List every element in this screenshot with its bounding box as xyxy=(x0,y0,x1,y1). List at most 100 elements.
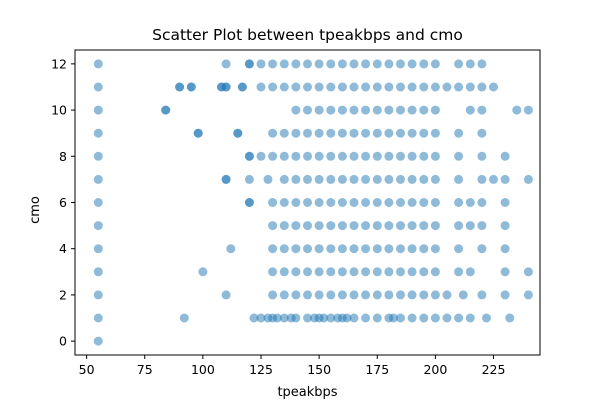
scatter-point-90 xyxy=(396,267,405,277)
scatter-point-272 xyxy=(372,59,382,69)
scatter-point-134 xyxy=(500,221,510,231)
scatter-point-97 xyxy=(523,267,533,277)
scatter-point-220 xyxy=(326,105,336,115)
scatter-point-49 xyxy=(389,313,398,323)
scatter-point-280 xyxy=(477,59,487,69)
scatter-point-187 xyxy=(361,151,371,161)
scatter-point-58 xyxy=(505,313,515,323)
scatter-point-76 xyxy=(477,290,487,300)
scatter-point-190 xyxy=(396,151,405,161)
scatter-point-119 xyxy=(303,221,312,231)
scatter-point-250 xyxy=(384,82,394,92)
scatter-point-234 xyxy=(175,82,185,92)
scatter-point-147 xyxy=(396,198,405,207)
scatter-point-228 xyxy=(419,105,429,115)
scatter-point-155 xyxy=(221,174,231,184)
scatter-point-238 xyxy=(237,82,247,92)
scatter-point-92 xyxy=(419,267,429,277)
scatter-point-31 xyxy=(249,313,259,323)
scatter-point-240 xyxy=(268,82,278,92)
scatter-point-173 xyxy=(477,174,487,184)
scatter-point-233 xyxy=(523,105,533,115)
scatter-point-60 xyxy=(279,290,289,300)
scatter-point-222 xyxy=(349,105,359,115)
scatter-point-108 xyxy=(384,244,394,254)
scatter-point-214 xyxy=(454,128,464,138)
scatter-point-55 xyxy=(454,313,464,323)
scatter-point-10 xyxy=(93,105,103,115)
scatter-point-243 xyxy=(303,82,312,92)
scatter-point-3 xyxy=(93,267,103,277)
scatter-point-163 xyxy=(337,174,347,184)
scatter-point-100 xyxy=(291,244,301,254)
x-tick-label: 75 xyxy=(137,362,153,377)
scatter-point-177 xyxy=(244,151,254,161)
scatter-point-221 xyxy=(337,105,347,115)
scatter-point-117 xyxy=(279,221,289,231)
scatter-point-51 xyxy=(407,313,417,323)
scatter-point-264 xyxy=(279,59,289,69)
scatter-point-256 xyxy=(454,82,464,92)
scatter-point-217 xyxy=(291,105,301,115)
scatter-point-253 xyxy=(419,82,429,92)
scatter-point-174 xyxy=(489,174,498,184)
scatter-point-255 xyxy=(442,82,452,92)
scatter-point-209 xyxy=(384,128,394,138)
scatter-point-208 xyxy=(372,128,382,138)
scatter-point-153 xyxy=(477,198,487,207)
scatter-point-268 xyxy=(326,59,336,69)
scatter-point-63 xyxy=(314,290,324,300)
scatter-point-99 xyxy=(279,244,289,254)
scatter-point-93 xyxy=(430,267,440,277)
scatter-point-11 xyxy=(93,82,103,92)
scatter-point-9 xyxy=(93,128,103,138)
scatter-point-266 xyxy=(303,59,312,69)
scatter-point-260 xyxy=(221,59,231,69)
scatter-point-206 xyxy=(349,128,359,138)
scatter-point-216 xyxy=(161,105,171,115)
scatter-point-215 xyxy=(477,128,487,138)
scatter-point-101 xyxy=(303,244,312,254)
scatter-point-277 xyxy=(430,59,440,69)
scatter-point-227 xyxy=(407,105,417,115)
scatter-point-105 xyxy=(349,244,359,254)
x-tick-label: 125 xyxy=(249,362,273,377)
scatter-point-267 xyxy=(314,59,324,69)
scatter-point-0 xyxy=(93,336,103,346)
scatter-point-7 xyxy=(93,174,103,184)
scatter-point-159 xyxy=(291,174,301,184)
x-tick-label: 100 xyxy=(191,362,215,377)
scatter-point-204 xyxy=(326,128,336,138)
y-tick-label: 4 xyxy=(59,241,67,256)
scatter-point-98 xyxy=(268,244,278,254)
scatter-point-106 xyxy=(361,244,371,254)
scatter-point-149 xyxy=(419,198,429,207)
scatter-point-172 xyxy=(454,174,464,184)
scatter-point-167 xyxy=(384,174,394,184)
scatter-point-246 xyxy=(337,82,347,92)
scatter-point-110 xyxy=(407,244,417,254)
scatter-point-202 xyxy=(303,128,312,138)
scatter-point-263 xyxy=(268,59,278,69)
scatter-point-81 xyxy=(291,267,301,277)
scatter-point-232 xyxy=(512,105,522,115)
y-tick-label: 12 xyxy=(51,56,67,71)
scatter-point-146 xyxy=(384,198,394,207)
scatter-point-210 xyxy=(396,128,405,138)
scatter-point-251 xyxy=(396,82,405,92)
scatter-point-96 xyxy=(500,267,510,277)
scatter-point-13 xyxy=(179,313,189,323)
scatter-point-194 xyxy=(454,151,464,161)
scatter-point-169 xyxy=(407,174,417,184)
scatter-point-79 xyxy=(268,267,278,277)
scatter-point-223 xyxy=(361,105,371,115)
scatter-point-258 xyxy=(477,82,487,92)
scatter-point-84 xyxy=(326,267,336,277)
scatter-point-89 xyxy=(384,267,394,277)
x-axis-label: tpeakbps xyxy=(277,385,337,400)
scatter-point-124 xyxy=(361,221,371,231)
scatter-point-186 xyxy=(349,151,359,161)
scatter-point-72 xyxy=(419,290,429,300)
scatter-point-198 xyxy=(233,128,243,138)
scatter-point-107 xyxy=(372,244,382,254)
